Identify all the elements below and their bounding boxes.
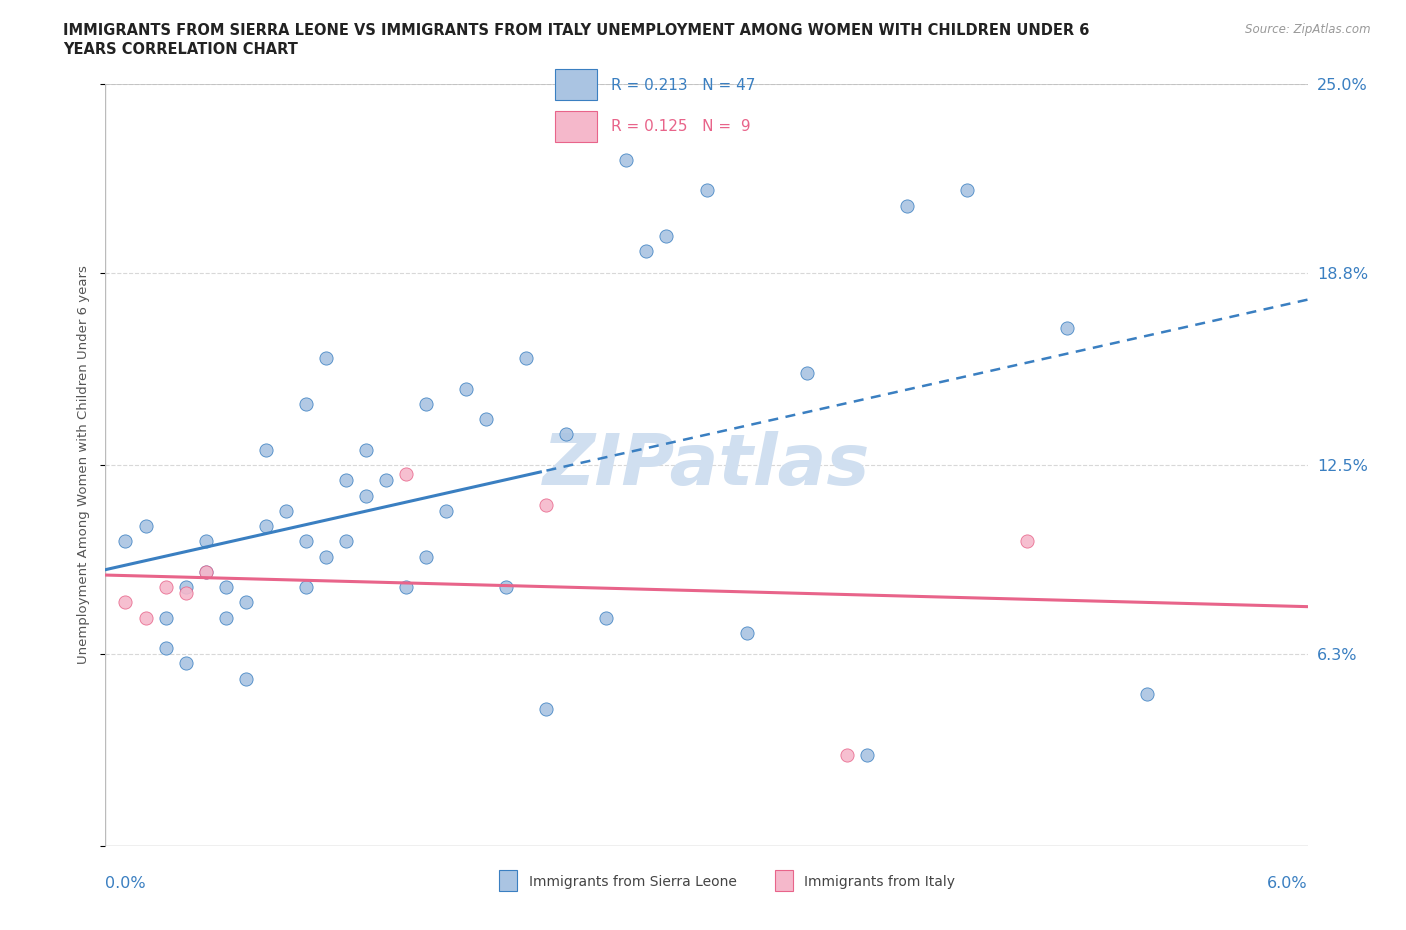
Point [956, 183, 979, 198]
Bar [554, 111, 598, 141]
Text: Immigrants from Italy: Immigrants from Italy [804, 874, 955, 889]
Text: 6.0%: 6.0% [1267, 876, 1308, 891]
Point [174, 586, 197, 601]
Point [254, 443, 277, 458]
Point [855, 748, 877, 763]
Point [415, 549, 437, 564]
Point [534, 701, 557, 716]
Point [354, 488, 377, 503]
Point [395, 467, 418, 482]
Y-axis label: Unemployment Among Women with Children Under 6 years: Unemployment Among Women with Children U… [77, 266, 90, 664]
Text: YEARS CORRELATION CHART: YEARS CORRELATION CHART [63, 42, 298, 57]
Text: 0.0%: 0.0% [105, 876, 146, 891]
Point [135, 610, 157, 625]
Text: R = 0.213   N = 47: R = 0.213 N = 47 [610, 78, 755, 93]
Point [835, 748, 858, 763]
Point [194, 565, 217, 579]
Point [194, 534, 217, 549]
Point [194, 565, 217, 579]
Point [415, 396, 437, 411]
Point [534, 498, 557, 512]
Point [155, 641, 177, 656]
Point [274, 503, 297, 518]
Point [295, 579, 318, 594]
Point [655, 229, 678, 244]
Point [335, 472, 357, 487]
Point [354, 443, 377, 458]
Point [374, 472, 398, 487]
Point [696, 183, 718, 198]
Point [174, 579, 197, 594]
Point [1017, 534, 1039, 549]
Point [495, 579, 517, 594]
Point [595, 610, 617, 625]
Point [174, 656, 197, 671]
Point [1136, 686, 1159, 701]
Point [315, 549, 337, 564]
Point [616, 153, 638, 167]
Point [515, 351, 537, 365]
Text: R = 0.125   N =  9: R = 0.125 N = 9 [610, 119, 751, 134]
Point [235, 671, 257, 686]
Point [555, 427, 578, 442]
Point [295, 534, 318, 549]
Text: ZIPatlas: ZIPatlas [543, 431, 870, 499]
Point [114, 534, 136, 549]
Point [335, 534, 357, 549]
Point [636, 244, 658, 259]
Point [395, 579, 418, 594]
Point [114, 595, 136, 610]
Point [155, 610, 177, 625]
Point [475, 412, 498, 427]
Point [214, 610, 236, 625]
Point [254, 519, 277, 534]
Point [896, 198, 918, 213]
Point [135, 519, 157, 534]
Point [735, 625, 758, 640]
Text: Source: ZipAtlas.com: Source: ZipAtlas.com [1246, 23, 1371, 36]
Text: Immigrants from Sierra Leone: Immigrants from Sierra Leone [529, 874, 737, 889]
Bar [554, 70, 598, 100]
Point [434, 503, 457, 518]
Point [315, 351, 337, 365]
Point [295, 396, 318, 411]
Point [155, 579, 177, 594]
Point [1056, 320, 1078, 335]
Point [454, 381, 477, 396]
Point [214, 579, 236, 594]
Text: IMMIGRANTS FROM SIERRA LEONE VS IMMIGRANTS FROM ITALY UNEMPLOYMENT AMONG WOMEN W: IMMIGRANTS FROM SIERRA LEONE VS IMMIGRAN… [63, 23, 1090, 38]
Point [235, 595, 257, 610]
Point [796, 366, 818, 381]
